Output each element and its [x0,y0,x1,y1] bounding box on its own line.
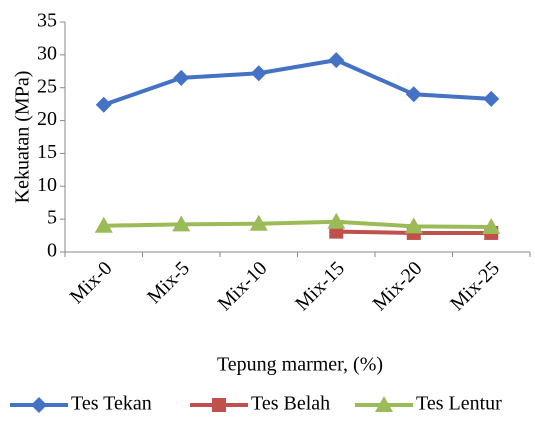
y-tick-label: 30 [37,42,57,64]
series-line [103,58,492,107]
marker [173,69,190,86]
marker [327,212,346,229]
marker [328,52,345,69]
y-tick-label: 15 [37,141,57,163]
marker [483,90,500,107]
x-tick-label: Mix-25 [446,257,504,315]
legend-label: Tes Belah [251,393,330,415]
marker [212,398,226,412]
x-axis-label: Tepung marmer, (%) [217,354,383,376]
legend-label: Tes Lentur [416,393,502,415]
y-tick-label: 25 [37,75,57,97]
marker [172,215,191,232]
y-axis-label: Kekuatan (MPa) [12,71,34,204]
marker [31,397,47,413]
x-tick-label: Mix-20 [369,257,427,315]
y-tick-label: 35 [37,10,57,32]
y-tick-label: 5 [47,207,57,229]
y-tick-label: 0 [47,240,57,262]
marker [249,214,268,231]
series-line [103,219,492,230]
marker [94,216,113,233]
x-tick-label: Mix-15 [291,257,349,315]
legend-label: Tes Tekan [71,393,152,415]
x-tick-label: Mix-5 [143,257,194,308]
marker [95,96,112,113]
marker [405,86,422,103]
marker [375,396,393,412]
y-tick-label: 20 [37,108,57,130]
x-tick-label: Mix-0 [66,257,117,308]
marker [250,65,267,82]
y-tick-label: 10 [37,174,57,196]
marker [404,217,423,234]
x-tick-label: Mix-10 [214,257,272,315]
marker [482,218,501,235]
